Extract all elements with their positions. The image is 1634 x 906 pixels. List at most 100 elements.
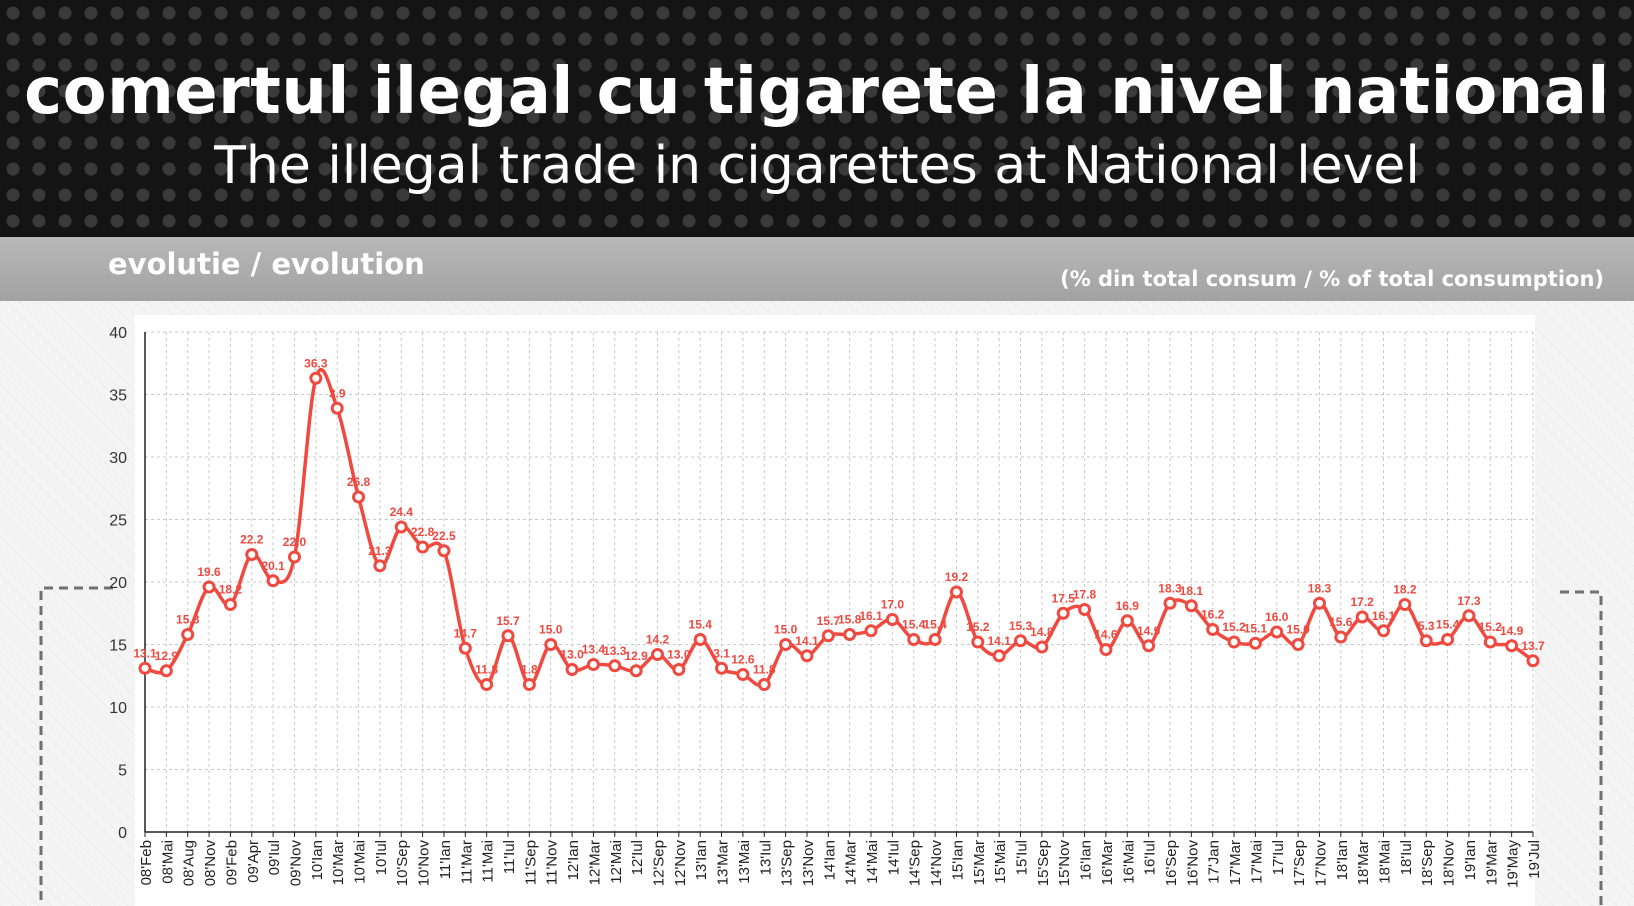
x-tick-label: 14'Mai — [864, 840, 881, 884]
data-point — [586, 658, 600, 671]
data-point — [1270, 625, 1284, 639]
data-label: 14.9 — [1137, 624, 1161, 638]
data-point — [800, 649, 814, 663]
x-tick-label: 12'Sep — [650, 840, 667, 886]
data-point — [309, 371, 323, 385]
data-point — [1056, 606, 1070, 620]
data-label: 15.3 — [1009, 619, 1033, 633]
data-label: 1.8 — [521, 663, 538, 677]
data-label: 15.1 — [1244, 621, 1268, 635]
data-label: 3.9 — [329, 386, 346, 400]
x-tick-label: 19'May — [1505, 840, 1522, 888]
data-point — [629, 664, 643, 678]
page-title: comertul ilegal cu tigarete la nivel nat… — [24, 55, 1610, 129]
x-tick-label: 13'Mai — [736, 840, 753, 884]
data-label: 14.7 — [454, 626, 478, 640]
y-tick-label: 20 — [109, 575, 127, 592]
x-tick-label: 15'Nov — [1056, 840, 1073, 887]
data-point — [1014, 634, 1028, 648]
data-point — [159, 664, 173, 678]
x-tick-label: 10'Nov — [416, 840, 433, 887]
x-tick-label: 10'Iul — [373, 840, 390, 875]
data-point — [843, 628, 857, 641]
data-label: 16.2 — [1201, 608, 1225, 622]
data-point — [1377, 624, 1391, 638]
data-label: 15.2 — [966, 620, 990, 634]
data-point — [373, 559, 387, 573]
data-label: 18.3 — [1158, 581, 1182, 595]
data-label: 17.0 — [881, 598, 905, 612]
data-point — [544, 638, 558, 651]
data-label: 15.0 — [539, 623, 563, 637]
data-label: 13.4 — [582, 643, 606, 657]
data-point — [1120, 614, 1134, 628]
data-label: 17.8 — [1073, 588, 1097, 602]
data-point — [1483, 635, 1497, 649]
data-label: 12.9 — [624, 649, 648, 663]
data-point — [1419, 634, 1433, 648]
x-tick-label: 14'Iul — [885, 840, 902, 875]
x-tick-label: 17'Iul — [1270, 840, 1287, 875]
dashed-frame-right — [1560, 590, 1603, 906]
data-point — [907, 633, 921, 646]
data-label: 13.7 — [1521, 639, 1545, 653]
x-tick-label: 15'Iul — [1014, 840, 1031, 875]
data-label: 15.0 — [774, 623, 798, 637]
data-point — [992, 649, 1006, 663]
x-tick-label: 08'Aug — [181, 840, 198, 886]
x-tick-label: 11'Nov — [544, 840, 561, 886]
x-tick-label: 16'Nov — [1184, 840, 1201, 887]
data-label: 18.3 — [1308, 581, 1332, 595]
data-label: 15.4 — [689, 618, 713, 632]
y-tick-label: 10 — [109, 700, 127, 717]
x-tick-label: 11'Ian — [437, 840, 454, 879]
x-tick-label: 16'Mai — [1120, 840, 1137, 884]
data-label: 21.3 — [368, 544, 392, 558]
data-point — [1462, 609, 1476, 623]
data-point — [223, 598, 237, 611]
data-label: 22.2 — [240, 533, 264, 547]
data-point — [458, 641, 472, 655]
y-tick-label: 30 — [109, 450, 127, 467]
data-point — [266, 574, 280, 588]
data-point — [1035, 640, 1049, 654]
dashed-frame-left — [39, 586, 113, 906]
data-point — [181, 628, 195, 641]
x-tick-label: 10'Ian — [309, 840, 326, 880]
x-tick-label: 19'Jul — [1526, 840, 1543, 879]
x-tick-label: 10'Mai — [352, 840, 369, 884]
data-label: 19.6 — [197, 565, 221, 579]
data-point — [437, 544, 451, 558]
x-tick-label: 17'Sep — [1291, 840, 1308, 886]
x-tick-label: 18'Sep — [1419, 840, 1436, 886]
x-tick-label: 11'Iul — [501, 840, 518, 874]
data-point — [1142, 639, 1156, 653]
data-point — [608, 659, 622, 673]
x-tick-label: 09'Iul — [266, 840, 283, 875]
x-tick-label: 14'Nov — [928, 840, 945, 887]
x-tick-label: 09'Apr — [245, 840, 262, 883]
x-tick-label: 17'Nov — [1312, 840, 1329, 887]
data-point — [1184, 599, 1198, 613]
data-label: 14.6 — [1094, 628, 1118, 642]
x-tick-label: 12'Nov — [672, 840, 689, 887]
data-label: 18.1 — [1180, 584, 1204, 598]
data-point — [1227, 635, 1241, 649]
data-point — [1291, 638, 1305, 651]
data-point — [245, 548, 259, 561]
data-label: 15.4 — [1436, 618, 1460, 632]
data-label: 16.1 — [859, 609, 883, 623]
data-label: 14.8 — [1030, 625, 1054, 639]
y-tick-label: 40 — [109, 325, 127, 342]
x-tick-label: 15'Mai — [992, 840, 1009, 884]
data-label: 15.8 — [838, 613, 862, 627]
x-tick-label: 10'Mar — [330, 840, 347, 885]
data-label: 24.4 — [390, 505, 414, 519]
x-tick-label: 17'Mai — [1248, 840, 1265, 884]
data-label: 15.4 — [902, 618, 926, 632]
data-label: 15.7 — [817, 614, 841, 628]
data-point — [672, 663, 686, 676]
plot-area — [135, 315, 1535, 906]
x-tick-label: 12'Iul — [629, 840, 646, 875]
x-tick-label: 18'Nov — [1441, 840, 1458, 887]
